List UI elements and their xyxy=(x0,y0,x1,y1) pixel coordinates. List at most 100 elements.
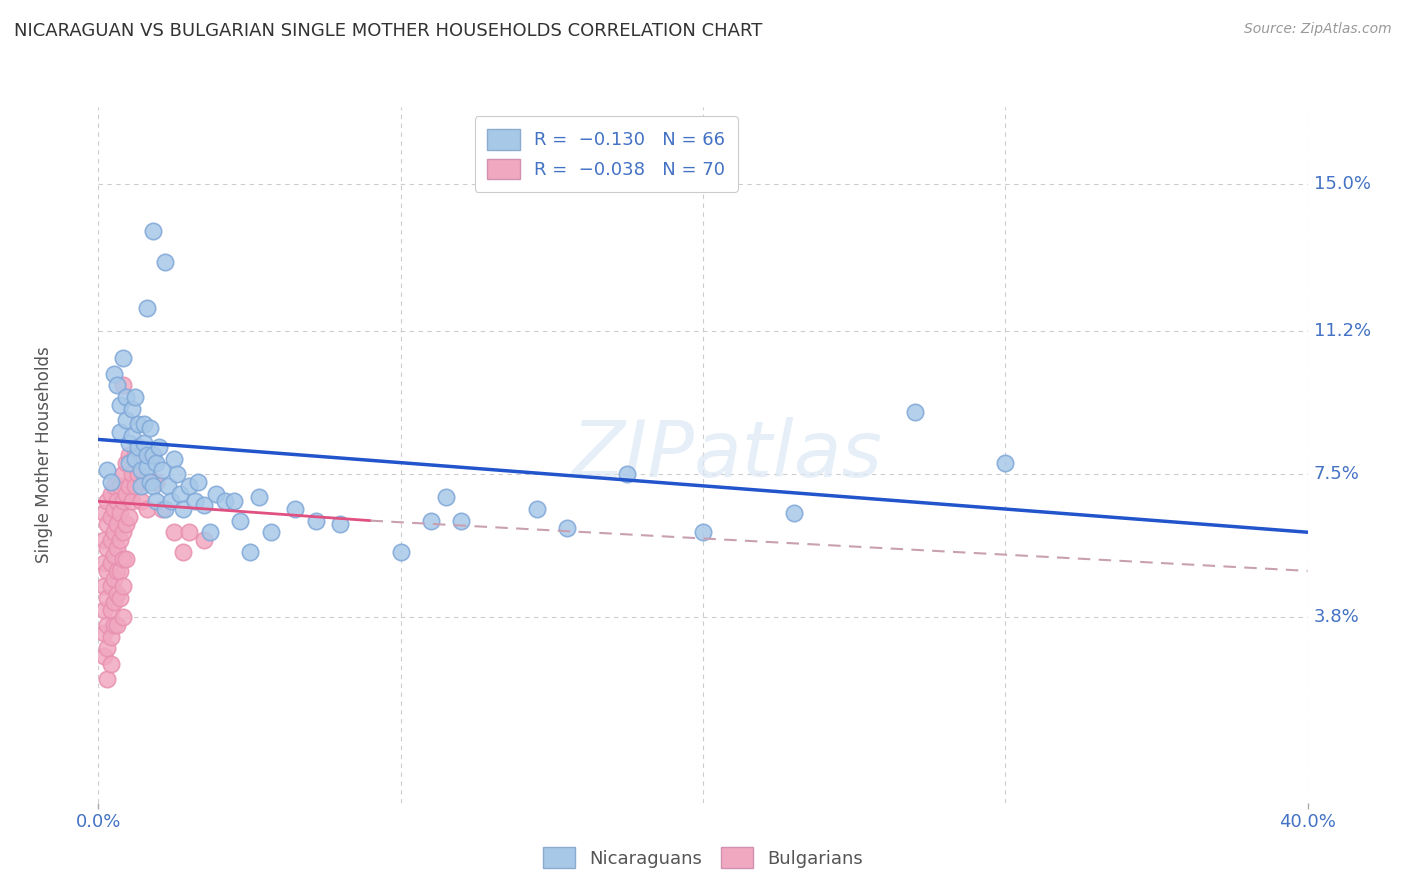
Point xyxy=(121,428,143,442)
Point xyxy=(111,552,134,566)
Point xyxy=(121,467,143,482)
Point xyxy=(93,579,115,593)
Point xyxy=(150,502,173,516)
Point xyxy=(169,486,191,500)
Point xyxy=(239,544,262,558)
Point xyxy=(108,425,131,439)
Point xyxy=(96,494,118,508)
Point xyxy=(96,517,118,532)
Point xyxy=(177,525,201,540)
Point xyxy=(193,498,215,512)
Point xyxy=(108,479,131,493)
Point xyxy=(108,591,131,605)
Text: ZIPatlas: ZIPatlas xyxy=(572,417,883,493)
Point xyxy=(187,475,209,489)
Point xyxy=(450,514,472,528)
Point xyxy=(127,467,149,482)
Point xyxy=(93,556,115,570)
Text: 3.8%: 3.8% xyxy=(1313,608,1360,626)
Point xyxy=(135,448,157,462)
Point xyxy=(118,448,141,462)
Point xyxy=(114,413,136,427)
Point xyxy=(124,451,146,466)
Point xyxy=(96,591,118,605)
Point xyxy=(103,595,125,609)
Point xyxy=(184,494,207,508)
Point xyxy=(100,475,122,489)
Point xyxy=(100,486,122,500)
Point xyxy=(434,491,457,505)
Point xyxy=(105,494,128,508)
Point xyxy=(93,533,115,547)
Point xyxy=(105,564,128,578)
Point xyxy=(193,533,215,547)
Point xyxy=(139,475,162,489)
Point xyxy=(142,479,165,493)
Point xyxy=(96,618,118,632)
Point xyxy=(148,440,170,454)
Point xyxy=(96,564,118,578)
Point xyxy=(127,417,149,431)
Text: 11.2%: 11.2% xyxy=(1313,322,1371,340)
Point xyxy=(121,494,143,508)
Point xyxy=(135,502,157,516)
Point xyxy=(108,398,131,412)
Point xyxy=(108,506,131,520)
Point xyxy=(114,456,136,470)
Point xyxy=(124,390,146,404)
Point xyxy=(103,367,125,381)
Point xyxy=(166,467,188,482)
Point xyxy=(305,514,328,528)
Point xyxy=(132,475,155,489)
Text: Single Mother Households: Single Mother Households xyxy=(35,347,53,563)
Point xyxy=(145,456,167,470)
Point xyxy=(129,479,152,493)
Point xyxy=(96,541,118,555)
Point xyxy=(692,525,714,540)
Point xyxy=(100,533,122,547)
Point xyxy=(118,436,141,450)
Point xyxy=(118,479,141,493)
Point xyxy=(100,602,122,616)
Point xyxy=(105,618,128,632)
Point xyxy=(153,254,176,268)
Point xyxy=(139,421,162,435)
Point xyxy=(108,533,131,547)
Point xyxy=(389,544,412,558)
Text: Source: ZipAtlas.com: Source: ZipAtlas.com xyxy=(1244,22,1392,37)
Point xyxy=(284,502,307,516)
Point xyxy=(96,641,118,656)
Point xyxy=(150,463,173,477)
Text: 7.5%: 7.5% xyxy=(1313,466,1360,483)
Point xyxy=(114,552,136,566)
Point xyxy=(329,517,352,532)
Point xyxy=(142,448,165,462)
Point xyxy=(93,625,115,640)
Point xyxy=(153,502,176,516)
Point xyxy=(555,521,578,535)
Point xyxy=(93,648,115,663)
Point xyxy=(100,579,122,593)
Point xyxy=(93,602,115,616)
Point xyxy=(160,494,183,508)
Point xyxy=(135,459,157,474)
Point xyxy=(100,556,122,570)
Point xyxy=(103,549,125,563)
Point xyxy=(105,587,128,601)
Point xyxy=(129,494,152,508)
Point xyxy=(111,610,134,624)
Point xyxy=(105,378,128,392)
Point xyxy=(100,509,122,524)
Point xyxy=(419,514,441,528)
Point xyxy=(156,479,179,493)
Point xyxy=(616,467,638,482)
Point xyxy=(105,517,128,532)
Point xyxy=(111,579,134,593)
Point xyxy=(124,479,146,493)
Point xyxy=(96,672,118,686)
Point xyxy=(111,378,134,392)
Point xyxy=(205,486,228,500)
Point xyxy=(145,494,167,508)
Point xyxy=(247,491,270,505)
Point xyxy=(103,479,125,493)
